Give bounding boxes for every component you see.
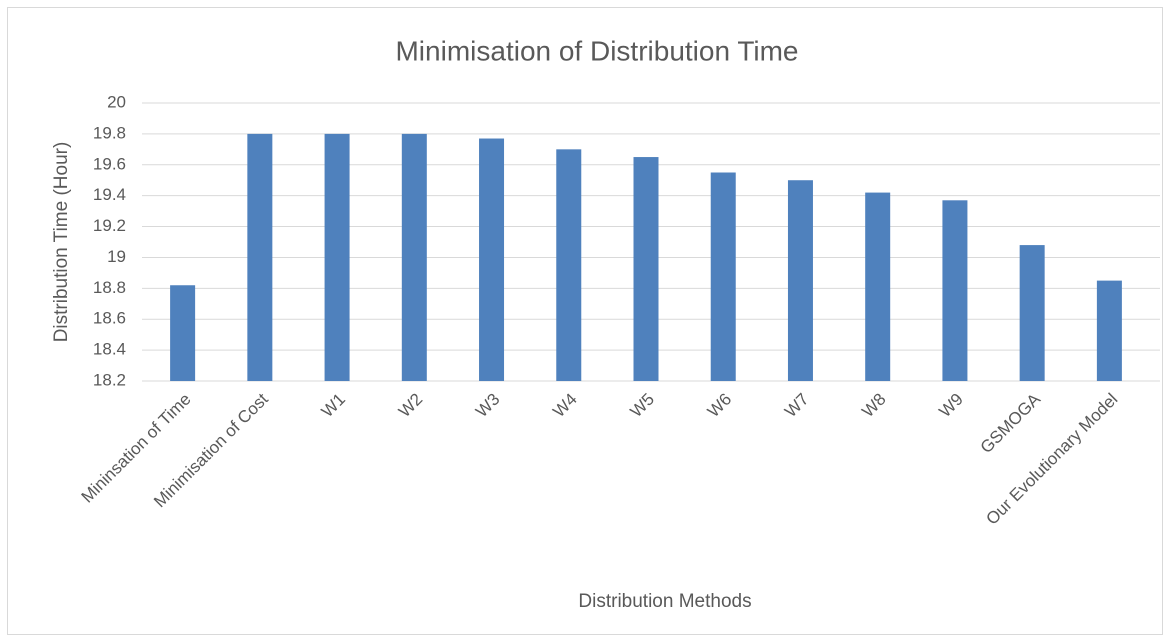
bar bbox=[865, 192, 891, 381]
y-tick-label: 19.2 bbox=[93, 216, 126, 235]
bar bbox=[1096, 280, 1122, 381]
chart-title: Minimisation of Distribution Time bbox=[395, 35, 798, 66]
chart-border bbox=[7, 7, 1163, 635]
y-tick-label: 19.6 bbox=[93, 154, 126, 173]
bar bbox=[787, 180, 813, 381]
y-tick-label: 18.6 bbox=[93, 309, 126, 328]
y-tick-label: 19.8 bbox=[93, 123, 126, 142]
bar bbox=[1019, 245, 1045, 381]
x-axis-label: Distribution Methods bbox=[578, 591, 751, 612]
y-tick-label: 20 bbox=[107, 92, 126, 111]
bar bbox=[633, 157, 659, 381]
bar bbox=[401, 133, 427, 381]
bar bbox=[479, 138, 505, 381]
bar bbox=[710, 172, 736, 381]
bar bbox=[247, 133, 273, 381]
y-tick-label: 19 bbox=[107, 247, 126, 266]
bar bbox=[170, 285, 196, 381]
y-tick-label: 19.4 bbox=[93, 185, 126, 204]
y-tick-label: 18.8 bbox=[93, 278, 126, 297]
y-tick-label: 18.4 bbox=[93, 340, 126, 359]
bar bbox=[556, 149, 582, 381]
y-axis-label: Distribution Time (Hour) bbox=[51, 142, 72, 343]
y-tick-label: 18.2 bbox=[93, 370, 126, 389]
bar bbox=[324, 133, 350, 381]
bar bbox=[942, 200, 968, 381]
